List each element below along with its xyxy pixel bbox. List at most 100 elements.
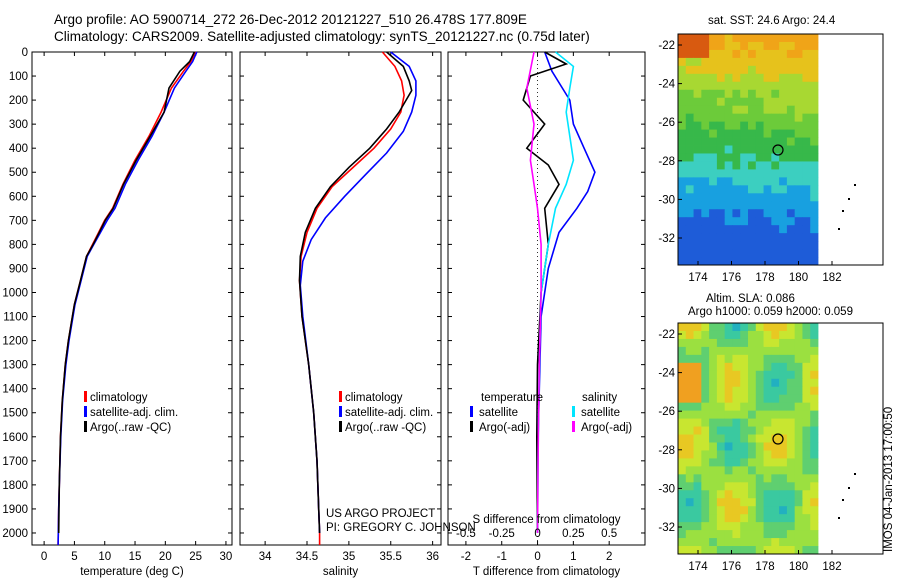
map-cell xyxy=(740,177,749,186)
map-cell xyxy=(678,514,687,523)
map-cell xyxy=(724,41,733,51)
map-cell xyxy=(709,201,718,210)
map-cell xyxy=(685,41,694,51)
map-cell xyxy=(716,466,726,475)
plot-frame-difference xyxy=(447,51,646,546)
legend-label: climatology xyxy=(90,392,148,404)
map-cell xyxy=(755,137,764,146)
map-cell xyxy=(810,434,819,443)
map-cell xyxy=(709,57,718,67)
map-cell xyxy=(685,153,694,162)
map-cell xyxy=(716,169,726,178)
map-cell xyxy=(794,386,803,396)
map-cell xyxy=(693,522,702,531)
map-cell xyxy=(779,105,788,115)
y-tick-label: 200 xyxy=(9,95,28,107)
map-cell xyxy=(709,530,718,539)
map-cell xyxy=(740,514,749,523)
map-cell xyxy=(755,185,764,194)
map-cell xyxy=(678,506,687,515)
map-cell xyxy=(740,362,749,372)
map-cell xyxy=(685,466,694,475)
map-cell xyxy=(763,442,772,451)
map-cell xyxy=(763,169,772,178)
map-cell xyxy=(740,153,749,162)
map-cell xyxy=(755,113,764,123)
map-cell xyxy=(755,506,764,515)
map-cell xyxy=(779,153,788,162)
map-x-tick-label: 176 xyxy=(722,272,741,284)
map-cell xyxy=(748,257,757,266)
map-cell xyxy=(724,249,733,258)
map-cell xyxy=(685,418,694,427)
map-cell xyxy=(685,338,694,348)
map-cell xyxy=(802,514,811,523)
map-cell xyxy=(763,225,772,234)
y-tick-label: 800 xyxy=(9,239,28,251)
map-cell xyxy=(748,418,757,427)
map-cell xyxy=(771,362,780,372)
map-cell xyxy=(724,506,733,515)
map-cell xyxy=(802,330,811,340)
map-cell xyxy=(755,161,764,170)
map-cell xyxy=(748,323,757,332)
map-cell xyxy=(716,522,726,531)
map-cell xyxy=(678,402,687,412)
map-cell xyxy=(716,233,726,242)
map-cell xyxy=(740,217,749,226)
map-cell xyxy=(779,161,788,170)
plot-frame-salinity xyxy=(239,51,442,546)
island-dot xyxy=(838,228,840,230)
map-cell xyxy=(810,65,819,75)
map-cell xyxy=(732,434,741,443)
map-cell xyxy=(709,161,718,170)
map-cell xyxy=(724,514,733,523)
map-cell xyxy=(748,354,757,364)
map-cell xyxy=(685,514,694,523)
map-cell xyxy=(685,354,694,364)
y-tick-label: 400 xyxy=(9,143,28,155)
map-cell xyxy=(810,530,819,539)
map-cell xyxy=(716,482,726,491)
map-cell xyxy=(794,442,803,451)
map-cell xyxy=(740,137,749,146)
map-cell xyxy=(693,57,702,67)
map-cell xyxy=(779,482,788,491)
map-cell xyxy=(763,418,772,427)
map-cell xyxy=(678,418,687,427)
y-tick-label: 1200 xyxy=(2,336,28,348)
map-cell xyxy=(724,201,733,210)
map-cell xyxy=(740,346,749,356)
map-x-tick-label: 180 xyxy=(789,561,808,573)
map-cell xyxy=(810,498,819,507)
map-cell xyxy=(802,458,811,467)
map-cell xyxy=(786,514,796,523)
map-cell xyxy=(701,105,710,115)
map-cell xyxy=(779,466,788,475)
map-cell xyxy=(794,338,803,348)
map-cell xyxy=(678,34,687,43)
map-cell xyxy=(779,169,788,178)
map-cell xyxy=(748,338,757,348)
map-cell xyxy=(771,241,780,250)
map-cell xyxy=(709,338,718,348)
map-cell xyxy=(779,362,788,372)
map-cell xyxy=(716,506,726,515)
map-cell xyxy=(724,241,733,250)
map-cell xyxy=(771,49,780,59)
x-tick-label: 10 xyxy=(98,551,111,563)
map-cell xyxy=(810,522,819,531)
map-cell xyxy=(763,490,772,499)
map-cell xyxy=(748,73,757,83)
map-cell xyxy=(755,370,764,380)
map-cell xyxy=(755,458,764,467)
map-cell xyxy=(786,257,796,266)
map-cell xyxy=(709,217,718,226)
map-cell xyxy=(685,193,694,202)
map-cell xyxy=(709,402,718,412)
map-cell xyxy=(693,177,702,186)
map-cell xyxy=(732,257,741,266)
map-x-tick-label: 182 xyxy=(822,561,841,573)
project-annotation: US ARGO PROJECT xyxy=(326,508,435,520)
map-cell xyxy=(748,442,757,451)
